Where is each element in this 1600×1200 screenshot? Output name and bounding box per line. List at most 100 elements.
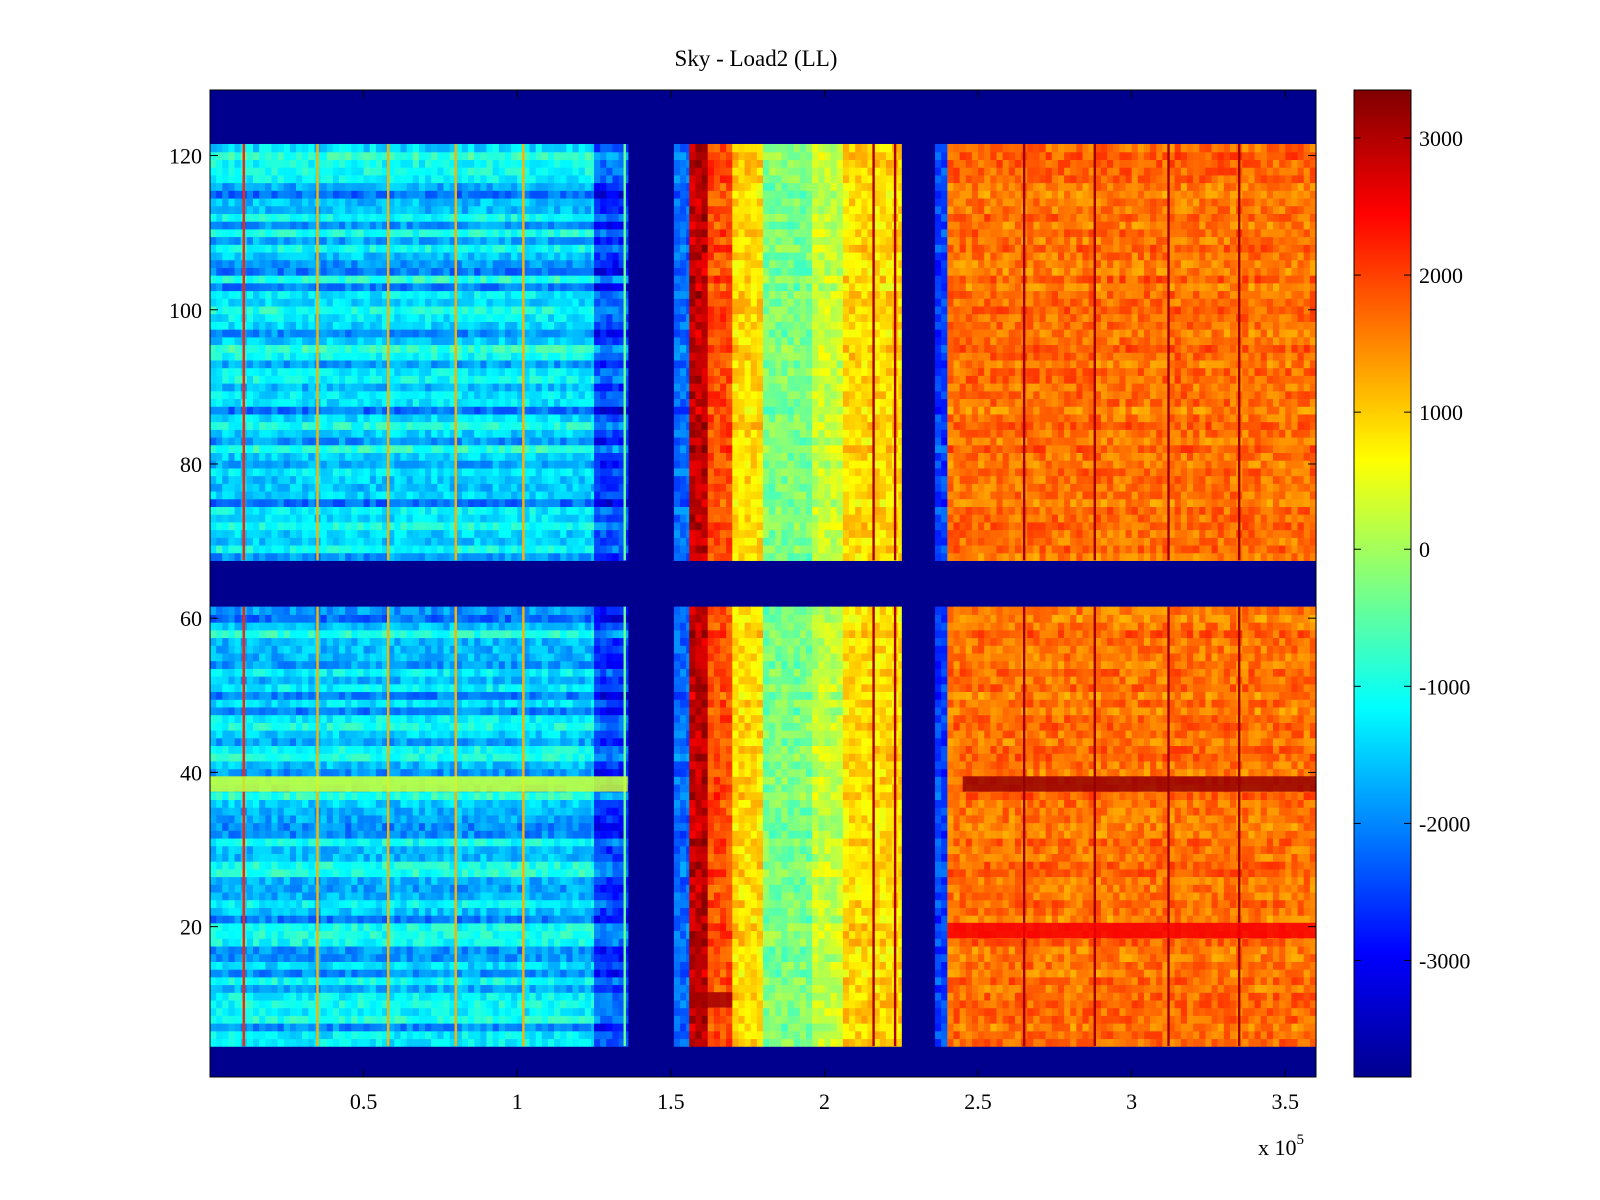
heatmap-cell [836,853,844,862]
heatmap-cell [351,984,359,993]
heatmap-cell [1045,891,1053,901]
heatmap-cell [787,830,795,839]
heatmap-cell [707,891,715,901]
heatmap-cell [836,1023,844,1032]
heatmap-cell [1088,861,1096,870]
heatmap-cell [769,999,776,1009]
heatmap-cell [1137,876,1145,885]
heatmap-cell [431,837,438,847]
heatmap-cell [1057,961,1065,970]
heatmap-cell [726,853,733,862]
heatmap-cell [572,915,580,924]
heatmap-cell [443,837,451,847]
heatmap-cell [600,1023,607,1032]
heatmap-cell [1082,884,1090,893]
heatmap-cell [283,884,291,893]
heatmap-cell [308,1023,316,1032]
heatmap-cell [210,868,217,878]
heatmap-cell [283,984,291,993]
heatmap-cell [584,853,592,862]
heatmap-cell [818,1015,826,1024]
heatmap-cell [246,999,254,1009]
heatmap-cell [1051,1030,1059,1040]
heatmap-cell [443,822,451,831]
heatmap-cell [738,1015,746,1024]
heatmap-cell [369,899,377,908]
heatmap-cell [584,992,592,1001]
heatmap-cell [775,1007,783,1016]
heatmap-cell [1162,961,1170,970]
heatmap-cell [1143,899,1151,908]
heatmap-cell [326,953,334,962]
heatmap-cell [1217,1030,1225,1040]
heatmap-cell [935,884,942,893]
heatmap-cell [504,915,512,924]
heatmap-cell [1291,1023,1299,1032]
heatmap-cell [1199,1023,1206,1032]
heatmap-cell [326,868,334,878]
heatmap-cell [296,891,303,901]
heatmap-cell [1193,899,1200,908]
heatmap-cell [775,961,783,970]
heatmap-cell [554,1015,561,1024]
heatmap-cell [1248,907,1256,916]
heatmap-cell [855,1023,862,1032]
heatmap-cell [1248,984,1256,993]
heatmap-cell [547,1015,555,1024]
heatmap-cell [302,930,309,939]
heatmap-cell [388,876,395,885]
heatmap-cell [363,1038,371,1047]
heatmap-cell [612,822,620,831]
heatmap-cell [480,830,488,839]
heatmap-cell [1229,1007,1237,1016]
heatmap-cell [1131,999,1139,1009]
heatmap-cell [529,837,537,847]
heatmap-cell [849,830,856,839]
heatmap-cell [1297,884,1305,893]
heatmap-cell [578,961,586,970]
heatmap-cell [744,830,752,839]
heatmap-cell [726,899,733,908]
heatmap-cell [332,938,340,947]
heatmap-cell [812,938,819,947]
heatmap-cell [375,891,383,901]
heatmap-cell [1113,822,1120,831]
heatmap-cell [990,822,998,831]
heatmap-cell [296,868,303,878]
heatmap-cell [885,969,893,978]
heatmap-cell [1008,837,1016,847]
heatmap-cell [394,891,402,901]
heatmap-cell [812,922,819,932]
heatmap-cell [996,845,1004,854]
heatmap-cell [812,976,819,986]
heatmap-cell [775,907,783,916]
heatmap-cell [1260,969,1268,978]
heatmap-cell [425,853,432,862]
heatmap-cell [339,922,346,932]
heatmap-cell [216,961,223,970]
heatmap-cell [673,976,681,986]
heatmap-cell [959,915,967,924]
heatmap-cell [271,891,279,901]
heatmap-cell [375,984,383,993]
heatmap-cell [265,868,273,878]
heatmap-cell [885,1007,893,1016]
heatmap-cell [953,837,961,847]
heatmap-cell [1088,907,1096,916]
heatmap-cell [1186,915,1194,924]
heatmap-cell [750,1038,758,1047]
heatmap-cell [320,999,328,1009]
heatmap-cell [971,969,979,978]
heatmap-cell [953,1038,961,1047]
heatmap-cell [1119,1023,1127,1032]
heatmap-cell [437,822,445,831]
heatmap-cell [504,922,512,932]
heatmap-cell [222,899,230,908]
heatmap-cell [855,861,862,870]
heatmap-cell [566,891,574,901]
heatmap-cell [750,984,758,993]
heatmap-cell [547,1030,555,1040]
heatmap-cell [996,876,1004,885]
heatmap-cell [1279,999,1286,1009]
heatmap-cell [363,845,371,854]
